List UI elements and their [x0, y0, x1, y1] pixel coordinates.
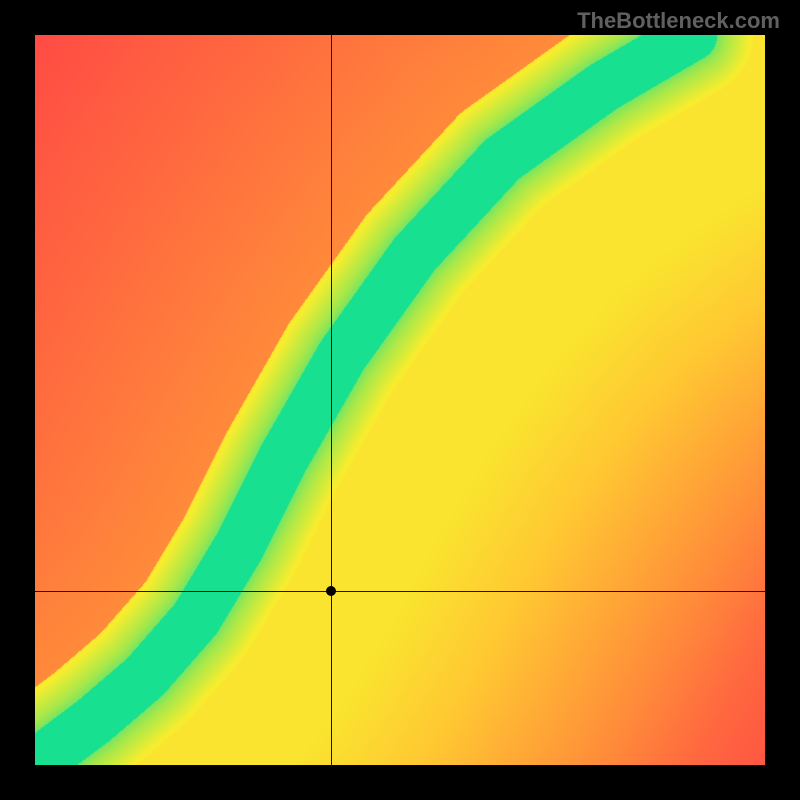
- data-point-marker: [326, 586, 336, 596]
- crosshair-horizontal: [35, 591, 765, 592]
- bottleneck-heatmap: [35, 35, 765, 765]
- crosshair-vertical: [331, 35, 332, 765]
- watermark-text: TheBottleneck.com: [577, 8, 780, 34]
- chart-container: TheBottleneck.com: [0, 0, 800, 800]
